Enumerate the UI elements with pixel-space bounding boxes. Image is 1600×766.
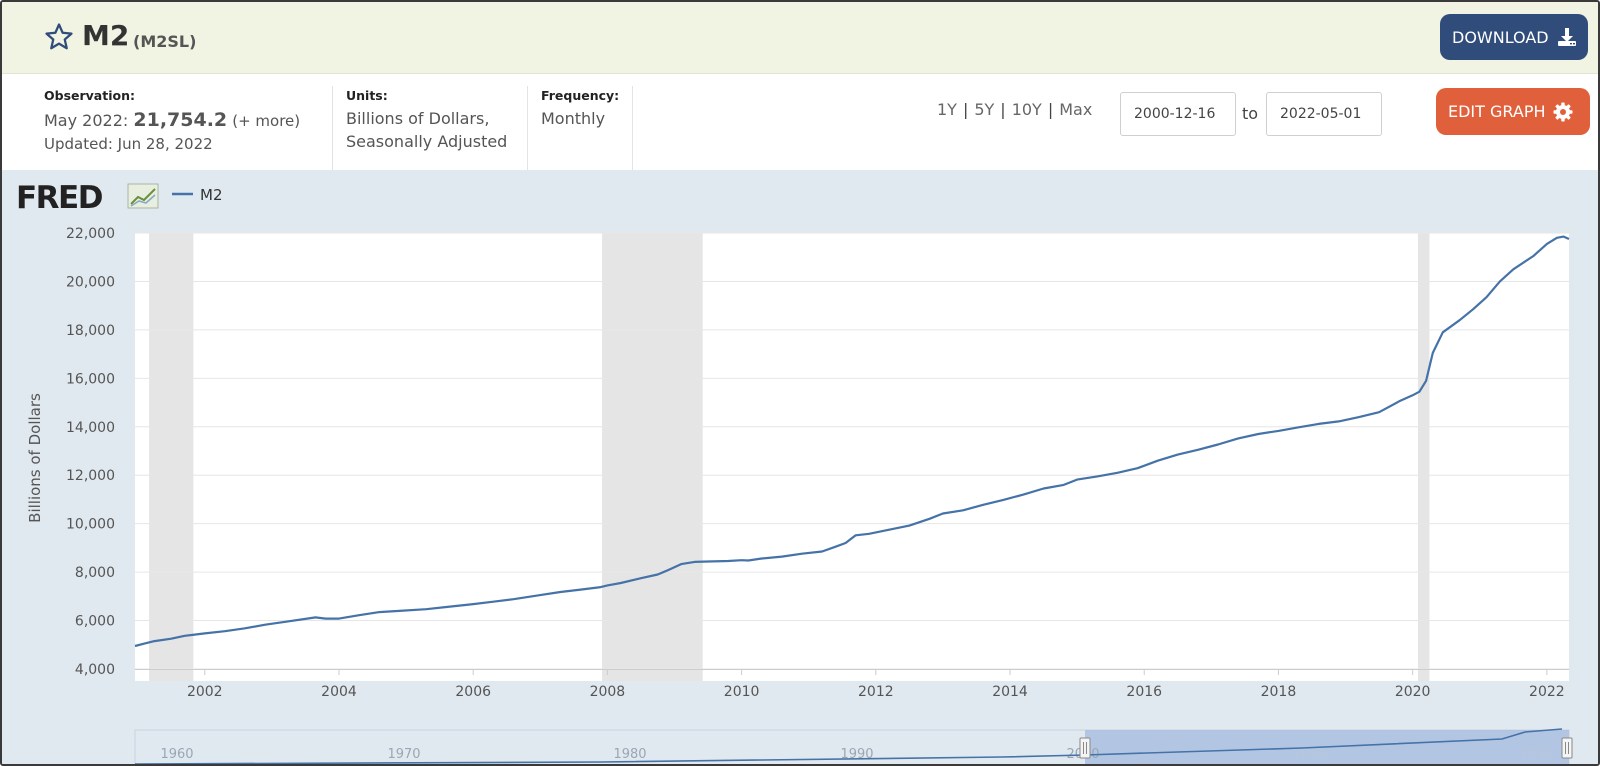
y-tick-label: 12,000: [66, 468, 115, 484]
units-block: Units: Billions of Dollars, Seasonally A…: [346, 88, 507, 153]
gear-icon: [1553, 102, 1572, 121]
range-separator: |: [1000, 100, 1006, 119]
observation-label: Observation:: [44, 88, 135, 103]
frequency-block: Frequency: Monthly: [541, 88, 619, 130]
y-axis-title: Billions of Dollars: [26, 393, 44, 523]
y-tick-label: 22,000: [66, 226, 115, 242]
range-separator: |: [1047, 100, 1054, 119]
recession-band: [149, 233, 194, 681]
legend-label: M2: [200, 186, 223, 204]
recession-band: [602, 233, 703, 681]
y-tick-label: 16,000: [66, 371, 115, 387]
x-tick-label: 2002: [187, 684, 223, 700]
observation-more-link[interactable]: (+ more): [232, 112, 301, 130]
x-tick-label: 2006: [455, 684, 491, 700]
observation-value: 21,754.2: [133, 109, 228, 131]
observation-block: Observation: May 2022: 21,754.2 (+ more)…: [44, 88, 300, 153]
fred-logo-text: FRED: [16, 180, 103, 216]
end-date-input[interactable]: [1266, 92, 1382, 136]
series-line-m2: [134, 235, 1570, 648]
x-tick-label: 2022: [1529, 684, 1565, 700]
y-tick-label: 18,000: [66, 323, 115, 339]
to-label: to: [1242, 104, 1259, 123]
navigator-tick-label: 1980: [613, 747, 646, 762]
range-10y-link[interactable]: 10Y: [1011, 100, 1042, 119]
y-tick-label: 20,000: [66, 274, 115, 290]
divider: [527, 86, 528, 170]
units-line-1: Billions of Dollars,: [346, 109, 490, 128]
observation-line: May 2022: 21,754.2 (+ more): [44, 109, 300, 131]
recession-band: [1418, 233, 1430, 681]
line-chart: FRED M2 4,000 6,000 8,000 10,000 12,000 14,00…: [16, 180, 1573, 766]
frequency-value: Monthly: [541, 109, 606, 128]
range-5y-link[interactable]: 5Y: [974, 100, 995, 119]
y-tick-label: 4,000: [75, 662, 115, 678]
observation-date: May 2022:: [44, 111, 129, 130]
navigator-handle-left[interactable]: [1079, 737, 1091, 759]
fred-logo-graph-icon: [127, 183, 159, 209]
start-date-input[interactable]: [1120, 92, 1236, 136]
units-label: Units:: [346, 88, 388, 103]
navigator-tick-label: 2010: [1293, 747, 1326, 762]
series-title: M2: [82, 19, 130, 52]
x-tick-label: 2020: [1395, 684, 1431, 700]
navigator-tick-label: 1960: [160, 747, 193, 762]
download-icon: [1557, 28, 1576, 46]
x-tick-label: 2008: [590, 684, 626, 700]
navigator-handle-right[interactable]: [1561, 737, 1573, 759]
x-tick-label: 2010: [724, 684, 760, 700]
units-line-2: Seasonally Adjusted: [346, 132, 508, 151]
y-tick-label: 14,000: [66, 420, 115, 436]
navigator[interactable]: 1960197019801990200020102020: [134, 728, 1573, 766]
divider: [632, 86, 633, 170]
x-tick-label: 2016: [1126, 684, 1162, 700]
favorite-star-icon[interactable]: [44, 22, 74, 52]
units-value: Billions of Dollars, Seasonally Adjusted: [346, 107, 507, 153]
range-separator: |: [962, 100, 969, 119]
plot-background: [135, 233, 1569, 681]
chart-area: FRED M2 4,000 6,000 8,000 10,000 12,000 14,00…: [2, 170, 1598, 766]
info-bar: Observation: May 2022: 21,754.2 (+ more)…: [2, 74, 1598, 170]
range-selector: 1Y | 5Y | 10Y | Max: [937, 100, 1092, 119]
edit-graph-button[interactable]: EDIT GRAPH: [1436, 88, 1590, 135]
y-tick-label: 10,000: [66, 517, 115, 533]
navigator-series-line: [134, 728, 1563, 764]
range-1y-link[interactable]: 1Y: [937, 100, 957, 119]
navigator-tick-label: 2020: [1520, 747, 1553, 762]
download-label: DOWNLOAD: [1452, 27, 1549, 47]
divider: [332, 86, 333, 170]
y-tick-label: 8,000: [75, 565, 115, 581]
navigator-selection[interactable]: [1085, 730, 1569, 766]
edit-graph-label: EDIT GRAPH: [1448, 102, 1546, 121]
y-tick-label: 6,000: [75, 614, 115, 630]
frequency-label: Frequency:: [541, 88, 620, 103]
series-id: (M2SL): [133, 32, 197, 51]
series-header: M2 (M2SL) DOWNLOAD: [2, 2, 1598, 74]
updated-date: Updated: Jun 28, 2022: [44, 135, 213, 153]
x-tick-label: 2012: [858, 684, 894, 700]
range-max-link[interactable]: Max: [1059, 100, 1093, 119]
navigator-tick-label: 1970: [387, 747, 420, 762]
download-button[interactable]: DOWNLOAD: [1440, 14, 1588, 60]
x-tick-label: 2018: [1261, 684, 1297, 700]
x-tick-label: 2004: [321, 684, 357, 700]
x-tick-label: 2014: [992, 684, 1028, 700]
